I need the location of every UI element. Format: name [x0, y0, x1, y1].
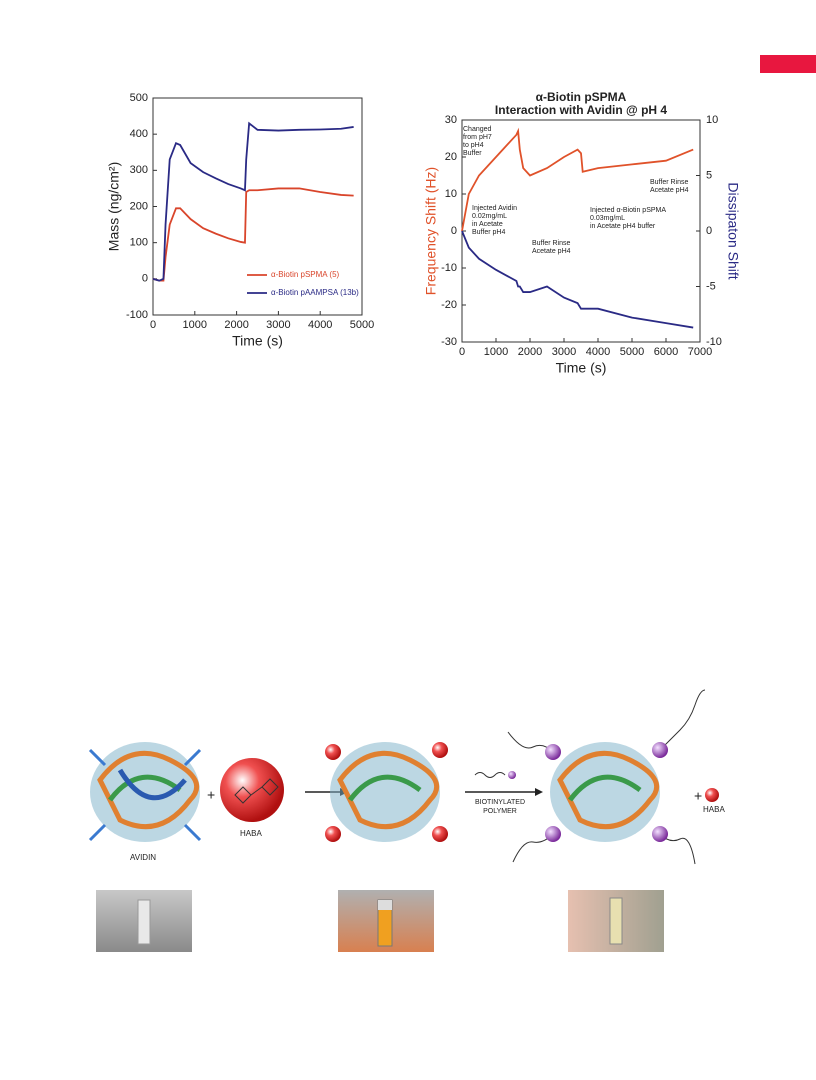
y-tick-label: -20 — [441, 299, 457, 311]
x-tick-label: 0 — [150, 319, 156, 331]
haba-small — [705, 788, 719, 802]
y-tick-label: -100 — [126, 309, 148, 321]
x-tick-label: 3000 — [552, 346, 576, 358]
x-tick-label: 5000 — [620, 346, 644, 358]
annotation: in Acetate — [472, 221, 503, 228]
x-tick-label: 0 — [459, 346, 465, 358]
annotation: 0.02mg/mL — [472, 213, 507, 220]
y-tick-label: 0 — [142, 273, 148, 285]
chart-frequency: 0 1000 2000 3000 4000 5000 6000 7000 -30 -20 -10 0 1… — [423, 90, 742, 376]
annotation: Buffer Rinse — [532, 240, 570, 247]
x-tick-label: 3000 — [266, 319, 290, 331]
y2-tick-label: 5 — [706, 169, 712, 181]
x-tick-label: 4000 — [308, 319, 332, 331]
scheme: AVIDIN + HABA BIOTINYLATED POLYMER + HAB… — [88, 689, 725, 952]
chart-subtitle: Interaction with Avidin @ pH 4 — [495, 103, 667, 117]
x-tick-label: 5000 — [350, 319, 374, 331]
plus: + — [694, 788, 702, 804]
avidin-polymer — [507, 689, 706, 865]
x-tick-label: 2000 — [224, 319, 248, 331]
annotation: to pH4 — [463, 142, 484, 149]
x-tick-label: 1000 — [484, 346, 508, 358]
x-tick-label: 1000 — [183, 319, 207, 331]
y-tick-label: 30 — [445, 114, 457, 126]
legend-label: α-Biotin pSPMA (5) — [271, 270, 340, 279]
chart-title: α-Biotin pSPMA — [536, 90, 627, 104]
y-tick-label: 10 — [445, 188, 457, 200]
series-line — [461, 127, 694, 232]
series-line — [461, 230, 694, 329]
x-tick-label: 6000 — [654, 346, 678, 358]
annotation: Buffer — [463, 150, 482, 157]
label: HABA — [703, 805, 725, 814]
y-axis-label: Mass (ng/cm²) — [106, 162, 122, 251]
y2-tick-label: -10 — [706, 336, 722, 348]
y2-tick-label: 0 — [706, 225, 712, 237]
annotation: Injected α-Biotin pSPMA — [590, 207, 666, 214]
label: HABA — [240, 829, 262, 838]
x-axis-label: Time (s) — [232, 333, 283, 349]
haba-sphere — [220, 758, 284, 822]
label: POLYMER — [483, 808, 517, 815]
x-tick-label: 2000 — [518, 346, 542, 358]
y-tick-label: 20 — [445, 151, 457, 163]
x-axis-label: Time (s) — [556, 360, 607, 376]
y-tick-label: 500 — [130, 92, 148, 104]
y2-tick-label: -5 — [706, 280, 716, 292]
annotation: Buffer pH4 — [472, 229, 505, 236]
annotation: Acetate pH4 — [650, 187, 689, 194]
series-line — [152, 121, 354, 282]
annotation: in Acetate pH4 buffer — [590, 223, 656, 230]
label: BIOTINYLATED — [475, 799, 525, 806]
chart-mass: 0 1000 2000 3000 4000 5000-100010020030040050… — [106, 92, 375, 349]
y-axis-label: Frequency Shift (Hz) — [423, 167, 439, 295]
y-tick-label: -10 — [441, 262, 457, 274]
plus: + — [207, 787, 215, 803]
annotation: Acetate pH4 — [532, 248, 571, 255]
annotation: Injected Avidin — [472, 205, 517, 212]
avidin-haba — [325, 742, 448, 842]
annotation: Buffer Rinse — [650, 179, 688, 186]
series-line — [152, 187, 354, 282]
y-tick-label: 400 — [130, 128, 148, 140]
y-tick-label: 0 — [451, 225, 457, 237]
x-tick-label: 4000 — [586, 346, 610, 358]
y2-axis-label: Dissipaton Shift — [725, 182, 741, 279]
legend-label: α-Biotin pAAMPSA (13b) — [271, 288, 359, 297]
annotation: from pH7 — [463, 134, 492, 141]
y-tick-label: 300 — [130, 164, 148, 176]
y-tick-label: 200 — [130, 200, 148, 212]
annotation: Changed — [463, 126, 492, 133]
avidin-protein — [88, 742, 202, 842]
section-tab — [760, 55, 816, 73]
y-tick-label: 100 — [130, 237, 148, 249]
y-tick-label: -30 — [441, 336, 457, 348]
annotation: 0.03mg/mL — [590, 215, 625, 222]
label: AVIDIN — [130, 853, 156, 862]
y2-tick-label: 10 — [706, 114, 718, 126]
x-tick-label: 7000 — [688, 346, 712, 358]
